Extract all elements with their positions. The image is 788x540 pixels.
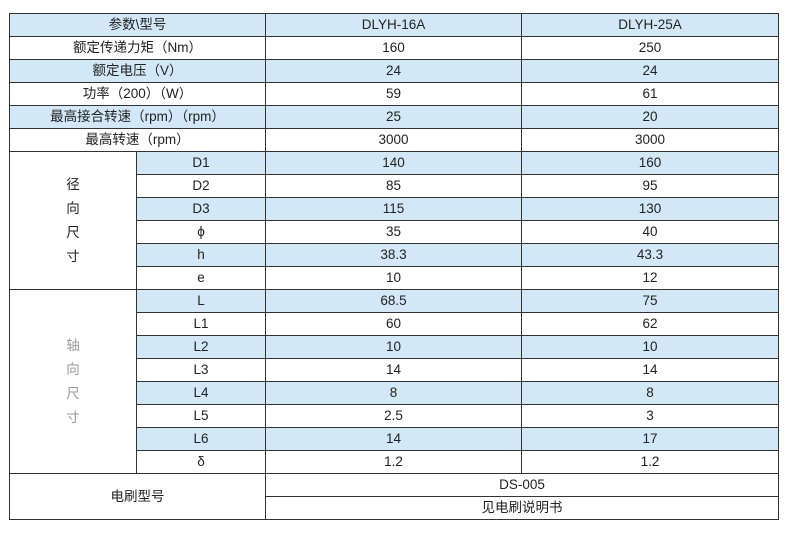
value-cell: 14: [265, 358, 523, 382]
dimension-label: L: [135, 289, 267, 313]
group-label-char: 向: [66, 361, 80, 377]
group-label-char: 寸: [66, 409, 80, 425]
value-cell: 75: [521, 289, 780, 313]
value-cell: 35: [265, 220, 523, 244]
dimension-label: L4: [135, 381, 267, 405]
value-cell: 85: [265, 174, 523, 198]
value-cell: 61: [521, 82, 780, 106]
dimension-label: L3: [135, 358, 267, 382]
table-row: L2 10 10: [10, 335, 780, 359]
group-label-char: 轴: [66, 337, 80, 353]
value-cell: 10: [265, 335, 523, 359]
value-cell: 14: [521, 358, 780, 382]
value-cell: 3000: [521, 128, 780, 152]
table-row: 轴向尺寸 L 68.5 75: [9, 289, 780, 474]
value-cell: 38.3: [265, 243, 523, 267]
value-cell: 24: [265, 59, 523, 83]
table-row: 额定电压（V） 24 24: [8, 59, 780, 83]
value-cell: 43.3: [521, 243, 780, 267]
dimension-label: D2: [135, 174, 267, 198]
table-row: 功率（200）（W） 59 61: [8, 82, 780, 106]
dimension-label: L6: [135, 427, 267, 451]
dimension-label: δ: [135, 450, 267, 474]
dimension-label: D3: [135, 197, 267, 221]
header-model-cell: DLYH-25A: [521, 13, 780, 37]
header-param-cell: 参数\型号: [8, 13, 267, 37]
group-label-char: 尺: [66, 224, 80, 240]
value-cell: 12: [521, 266, 780, 290]
group-label-char: 向: [66, 200, 80, 216]
table-row: 最高转速（rpm） 3000 3000: [8, 128, 780, 152]
header-model-cell: DLYH-16A: [265, 13, 523, 37]
value-cell: 8: [521, 381, 780, 405]
table-row: 径向尺寸 D1 140 160: [9, 151, 780, 290]
dimension-label: L5: [135, 404, 267, 428]
group-label-char: 寸: [66, 248, 80, 264]
group-label-char: 尺: [66, 385, 80, 401]
param-label: 功率（200）（W）: [8, 82, 267, 106]
dimension-label: h: [135, 243, 267, 267]
table-row: e 10 12: [10, 266, 780, 290]
brush-model: DS-005: [265, 473, 780, 497]
table-row: 参数\型号 DLYH-16A DLYH-25A: [8, 13, 780, 37]
param-label: 最高转速（rpm）: [8, 128, 267, 152]
value-cell: 140: [265, 151, 523, 175]
dimension-label: L2: [135, 335, 267, 359]
value-cell: 250: [521, 36, 780, 60]
value-cell: 115: [265, 197, 523, 221]
value-cell: 1.2: [265, 450, 523, 474]
value-cell: 3000: [265, 128, 523, 152]
dimension-label: ϕ: [135, 220, 267, 244]
table-row: L6 14 17: [10, 427, 780, 451]
value-cell: 17: [521, 427, 780, 451]
value-cell: 25: [265, 105, 523, 129]
value-cell: 160: [521, 151, 780, 175]
value-cell: 20: [521, 105, 780, 129]
dimension-label: L1: [135, 312, 267, 336]
value-cell: 10: [265, 266, 523, 290]
value-cell: 68.5: [265, 289, 523, 313]
value-cell: 62: [521, 312, 780, 336]
brush-note: 见电刷说明书: [265, 496, 780, 520]
table-row: D3 115 130: [10, 197, 780, 221]
value-cell: 10: [521, 335, 780, 359]
spec-table: 参数\型号 DLYH-16A DLYH-25A 额定传递力矩（Nm） 160 250 额定电…: [8, 13, 780, 520]
table-row: 额定传递力矩（Nm） 160 250: [8, 36, 780, 60]
dimension-label: e: [135, 266, 267, 290]
param-label: 额定传递力矩（Nm）: [8, 36, 267, 60]
value-cell: 1.2: [521, 450, 780, 474]
value-cell: 8: [265, 381, 523, 405]
param-label: 额定电压（V）: [8, 59, 267, 83]
table-row: 电刷型号 DS-005: [8, 473, 780, 520]
value-cell: 130: [521, 197, 780, 221]
value-cell: 3: [521, 404, 780, 428]
axial-group-label: 轴向尺寸: [9, 289, 137, 474]
table-row: ϕ 35 40: [10, 220, 780, 244]
value-cell: 59: [265, 82, 523, 106]
value-cell: 2.5: [265, 404, 523, 428]
table-row: L4 8 8: [10, 381, 780, 405]
value-cell: 95: [521, 174, 780, 198]
table-row: 见电刷说明书: [10, 496, 780, 520]
value-cell: 60: [265, 312, 523, 336]
value-cell: 160: [265, 36, 523, 60]
brush-label: 电刷型号: [8, 473, 267, 520]
value-cell: 14: [265, 427, 523, 451]
table-row: 最高接合转速（rpm）（rpm） 25 20: [8, 105, 780, 129]
param-label: 最高接合转速（rpm）（rpm）: [8, 105, 267, 129]
radial-group-label: 径向尺寸: [9, 151, 137, 290]
dimension-label: D1: [135, 151, 267, 175]
group-label-char: 径: [66, 176, 80, 192]
value-cell: 24: [521, 59, 780, 83]
value-cell: 40: [521, 220, 780, 244]
